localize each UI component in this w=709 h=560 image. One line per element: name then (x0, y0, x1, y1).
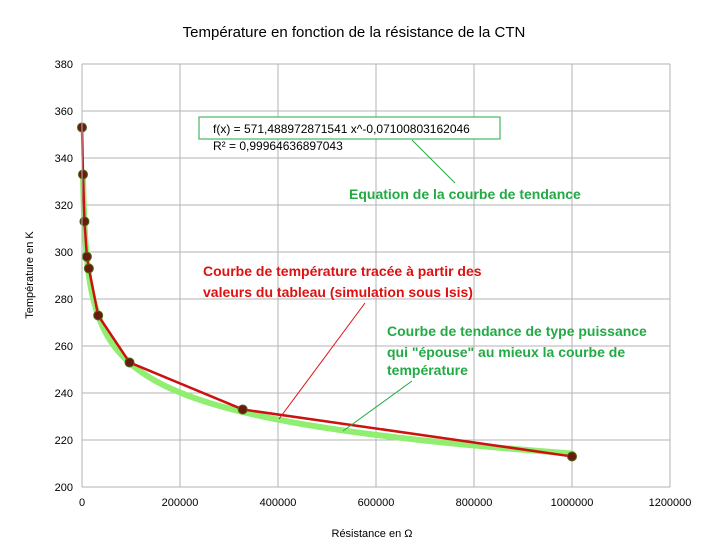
data-point (237, 404, 248, 415)
x-tick-label: 400000 (260, 497, 297, 509)
x-tick-label: 200000 (162, 497, 199, 509)
axes (81, 64, 670, 488)
annotation-measured-line1: Courbe de température tracée à partir de… (203, 263, 482, 279)
y-tick-label: 260 (55, 341, 73, 353)
trendline-layer (79, 171, 575, 457)
y-tick-label: 240 (55, 388, 73, 400)
y-tick-label: 340 (55, 153, 73, 165)
y-tick-label: 360 (55, 106, 73, 118)
equation-box (198, 116, 501, 140)
data-point (93, 310, 104, 321)
data-point (81, 251, 92, 262)
annotation-measured-line2: valeurs du tableau (simulation sous Isis… (203, 284, 473, 300)
tick-labels: 0 200000 400000 600000 800000 1000000 1200000 2… (55, 59, 692, 509)
x-tick-label: 600000 (358, 497, 395, 509)
x-tick-label: 0 (79, 497, 85, 509)
y-tick-label: 320 (55, 200, 73, 212)
data-point (77, 169, 88, 180)
annotation-trend-line3: température (387, 362, 468, 378)
x-tick-label: 1000000 (551, 497, 594, 509)
y-tick-label: 280 (55, 294, 73, 306)
x-tick-label: 800000 (456, 497, 493, 509)
y-tick-label: 300 (55, 247, 73, 259)
grid (82, 63, 671, 487)
annotation-equation: Equation de la courbe de tendance (349, 186, 581, 202)
y-tick-label: 220 (55, 435, 73, 447)
x-tick-label: 1200000 (649, 497, 692, 509)
annotation-trend-line2: qui "épouse" au mieux la courbe de (387, 344, 625, 360)
y-axis-label: Température en K (24, 231, 36, 319)
data-point (83, 263, 94, 274)
y-tick-label: 380 (55, 59, 73, 71)
x-axis-label: Résistance en Ω (332, 528, 413, 540)
annotation-trend-line1: Courbe de tendance de type puissance (387, 323, 647, 339)
data-point (567, 451, 577, 462)
data-point (124, 357, 135, 368)
equation-pointer-line (411, 139, 456, 184)
trend-r-squared: R² = 0,99964636897043 (213, 139, 343, 153)
series-layer (77, 122, 577, 462)
trend-pointer-line (342, 380, 413, 432)
data-point (79, 216, 90, 227)
trend-equation: f(x) = 571,488972871541 x^-0,07100803162… (213, 122, 470, 136)
y-tick-label: 200 (55, 482, 73, 494)
chart-title: Température en fonction de la résistance… (183, 24, 526, 41)
trend-line (79, 171, 575, 457)
measured-pointer-line (278, 302, 366, 420)
